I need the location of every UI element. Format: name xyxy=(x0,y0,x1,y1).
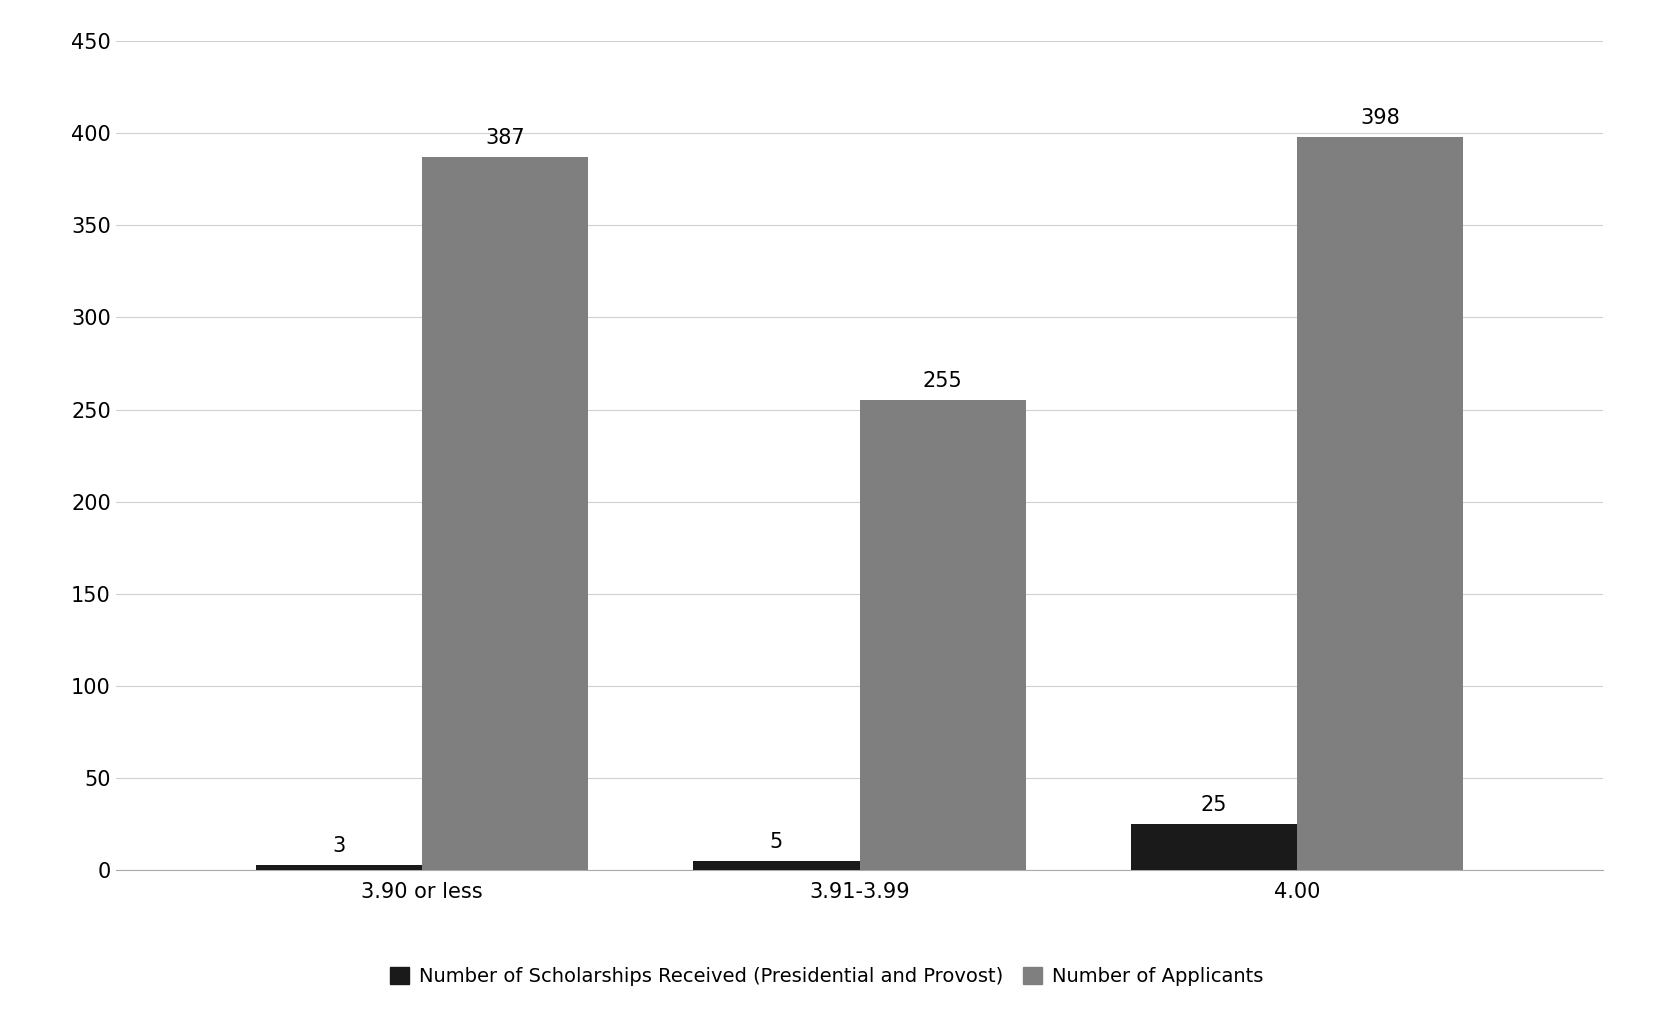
Text: 3: 3 xyxy=(332,836,345,856)
Text: 387: 387 xyxy=(486,128,526,147)
Text: 255: 255 xyxy=(922,371,962,391)
Bar xyxy=(256,865,422,870)
Text: 5: 5 xyxy=(770,831,784,852)
Text: 398: 398 xyxy=(1360,108,1400,128)
Bar xyxy=(693,861,860,870)
Bar xyxy=(1298,137,1463,870)
Bar xyxy=(422,157,588,870)
Legend: Number of Scholarships Received (Presidential and Provost), Number of Applicants: Number of Scholarships Received (Preside… xyxy=(382,958,1271,994)
Bar xyxy=(1131,824,1298,870)
Text: 25: 25 xyxy=(1200,795,1227,815)
Bar xyxy=(860,400,1027,870)
